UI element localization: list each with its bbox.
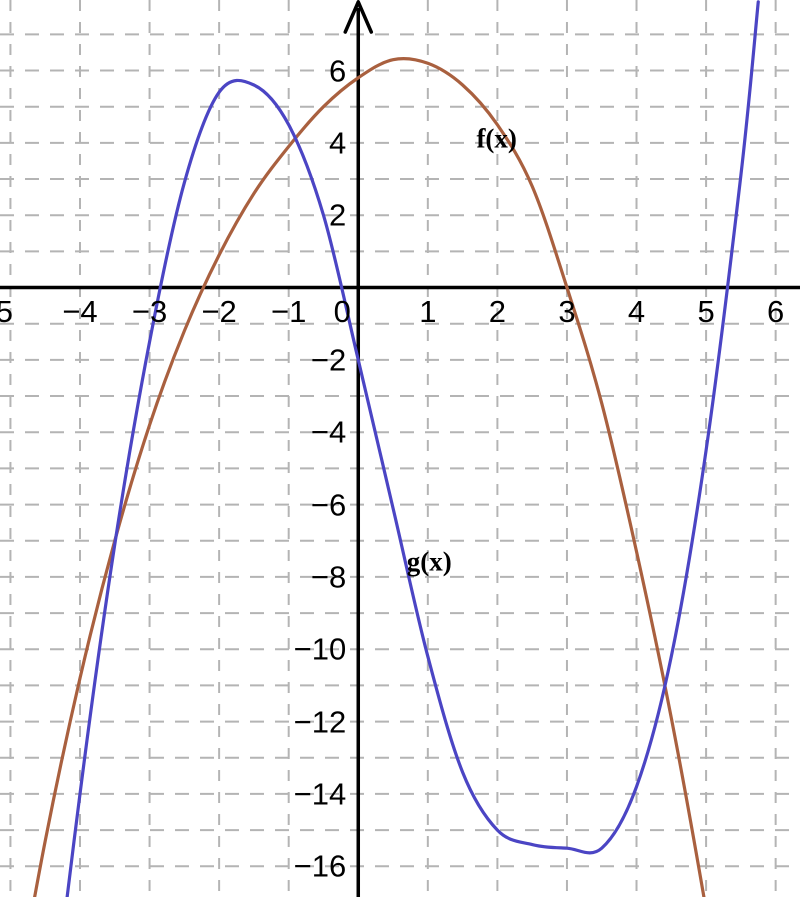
- x-axis-tick-label: 3: [558, 293, 576, 329]
- x-axis-tick-label: 2: [488, 293, 507, 329]
- y-axis-tick-label: 4: [329, 125, 347, 161]
- x-axis-tick-label: 5: [0, 293, 14, 329]
- function-curve-fx: [32, 57, 706, 897]
- x-axis-tick-label: −4: [62, 293, 98, 329]
- x-axis-tick-label: −2: [201, 293, 237, 329]
- x-axis-tick-label: 4: [627, 293, 646, 329]
- y-axis-tick-label: 6: [329, 53, 347, 89]
- y-axis-tick-label: −10: [293, 631, 347, 667]
- function-curve-gx: [65, 0, 760, 897]
- y-axis-arrow-icon: [343, 0, 374, 34]
- y-axis-tick-label: 2: [329, 197, 347, 233]
- y-axis-tick-label: −4: [310, 414, 347, 450]
- curve-label-gx: g(x): [406, 546, 452, 577]
- x-axis-tick-label: 1: [419, 293, 437, 329]
- y-axis-tick-label: −6: [310, 487, 347, 523]
- y-axis-tick-label: −14: [293, 776, 347, 812]
- curve-label-fx: f(x): [476, 123, 517, 154]
- x-axis-tick-label: 0: [333, 293, 351, 329]
- y-axis-tick-label: −2: [310, 342, 347, 378]
- x-axis-tick-label: −3: [131, 293, 168, 329]
- y-axis-tick-label: −16: [293, 848, 347, 884]
- y-axis-tick-label: −12: [293, 704, 347, 740]
- x-axis-tick-label: −1: [271, 293, 307, 329]
- x-axis-tick-label: 5: [697, 293, 715, 329]
- x-axis-tick-label: 6: [767, 293, 785, 329]
- y-axis-tick-label: −8: [310, 559, 347, 595]
